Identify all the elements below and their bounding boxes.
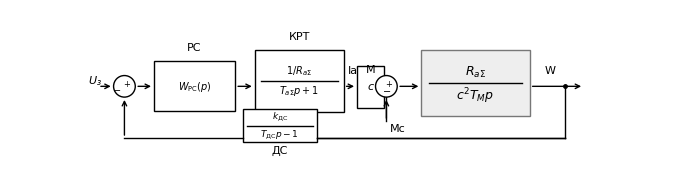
Bar: [421, 50, 530, 116]
Text: +: +: [385, 80, 392, 89]
Text: Ia: Ia: [348, 66, 358, 76]
Text: Мс: Мс: [390, 124, 405, 134]
Text: РС: РС: [187, 43, 201, 53]
Text: W: W: [544, 66, 555, 76]
Bar: [357, 66, 384, 108]
Text: $R_{a\Sigma}$: $R_{a\Sigma}$: [465, 65, 486, 80]
Text: c: c: [367, 82, 374, 92]
Bar: [243, 109, 316, 142]
Bar: [154, 61, 236, 111]
Circle shape: [376, 76, 397, 97]
Text: −: −: [383, 88, 391, 97]
Bar: [254, 50, 344, 112]
Text: $W_{\rm PC}(p)$: $W_{\rm PC}(p)$: [178, 81, 211, 94]
Text: $k_{\rm ДС}$: $k_{\rm ДС}$: [272, 110, 288, 123]
Text: $T_{\rm ДС}p-1$: $T_{\rm ДС}p-1$: [260, 128, 299, 141]
Circle shape: [114, 76, 135, 97]
Text: КРТ: КРТ: [289, 32, 310, 42]
Text: −: −: [112, 86, 120, 96]
Text: ДС: ДС: [271, 146, 287, 156]
Text: $c^{2}T_{M}p$: $c^{2}T_{M}p$: [456, 86, 495, 106]
Text: +: +: [123, 80, 130, 89]
Text: M: M: [365, 65, 375, 75]
Text: $U_з$: $U_з$: [88, 74, 102, 88]
Text: $1/R_{a\Sigma}$: $1/R_{a\Sigma}$: [286, 64, 312, 78]
Text: $T_{a\Sigma}p+1$: $T_{a\Sigma}p+1$: [279, 84, 319, 98]
